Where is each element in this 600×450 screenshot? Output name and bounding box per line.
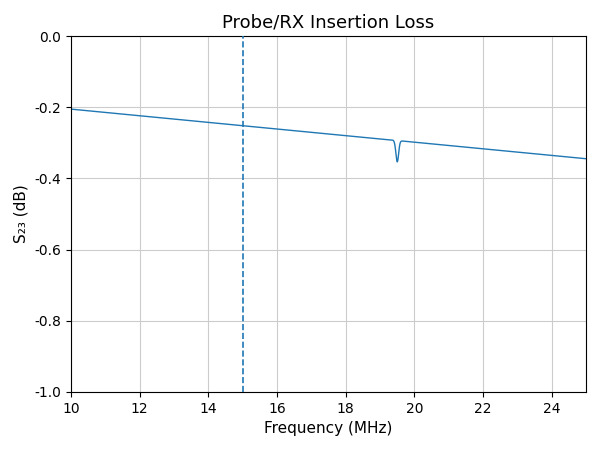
X-axis label: Frequency (MHz): Frequency (MHz)	[265, 421, 393, 436]
Y-axis label: S₂₃ (dB): S₂₃ (dB)	[14, 184, 29, 243]
Title: Probe/RX Insertion Loss: Probe/RX Insertion Loss	[223, 14, 435, 32]
